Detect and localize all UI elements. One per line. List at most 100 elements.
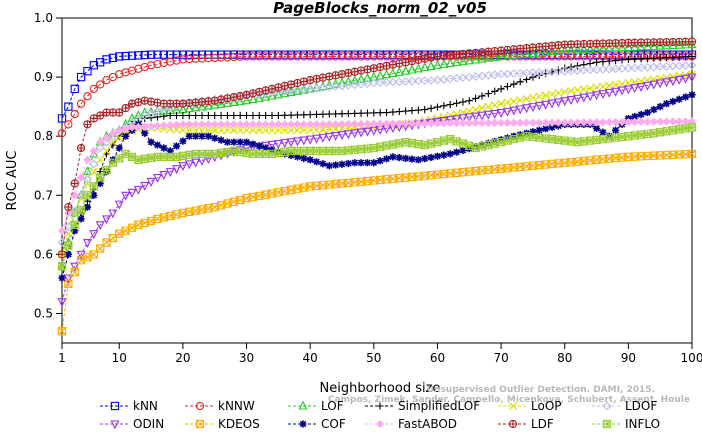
data-point (623, 85, 633, 95)
data-point (293, 78, 302, 88)
data-point (483, 70, 493, 80)
data-point (611, 133, 620, 142)
data-point (172, 56, 181, 65)
data-point (407, 119, 417, 128)
data-point (362, 72, 372, 82)
data-point (344, 119, 353, 129)
data-point (70, 267, 79, 277)
data-point (64, 202, 73, 212)
data-point (343, 80, 353, 90)
data-point (611, 87, 621, 97)
data-point (516, 96, 525, 105)
x-tick-label: 10 (112, 351, 127, 365)
data-point (484, 118, 493, 128)
data-point (579, 85, 588, 94)
data-point (77, 215, 85, 223)
data-point (356, 74, 366, 84)
series-odin (57, 73, 697, 308)
data-point (76, 173, 86, 182)
data-point (464, 72, 474, 82)
data-point (165, 168, 175, 178)
data-point (57, 114, 67, 123)
data-point (687, 60, 697, 70)
data-point (122, 132, 130, 140)
data-point (560, 118, 569, 127)
data-point (363, 79, 372, 88)
data-point (636, 130, 646, 139)
data-point (319, 160, 327, 168)
data-point (286, 52, 296, 61)
data-point (261, 52, 270, 61)
data-point (579, 65, 589, 75)
data-point (414, 156, 422, 164)
data-point (682, 53, 690, 61)
data-point (445, 74, 455, 84)
data-point (318, 120, 328, 129)
data-point (96, 58, 105, 67)
data-point (82, 166, 92, 176)
data-point (427, 104, 435, 112)
data-point (503, 118, 512, 128)
data-point (452, 57, 462, 67)
data-point (535, 92, 544, 101)
data-point (64, 250, 72, 258)
legend-item-odin: ODIN (100, 417, 164, 431)
data-point (674, 75, 684, 85)
data-point (541, 46, 551, 56)
data-point (611, 117, 620, 127)
legend-marker (376, 402, 384, 410)
legend-item-lof: LOF (288, 399, 344, 413)
data-point (478, 92, 486, 100)
data-point (592, 43, 602, 53)
data-point (554, 89, 563, 98)
data-point (197, 50, 207, 59)
x-tick-label: 50 (366, 351, 381, 365)
data-point (529, 128, 537, 136)
data-point (343, 76, 353, 86)
data-point (445, 58, 455, 68)
data-point (669, 97, 677, 106)
data-point (484, 140, 493, 150)
data-point (261, 120, 270, 129)
data-point (121, 125, 130, 134)
data-point (675, 53, 683, 61)
data-point (191, 102, 201, 112)
data-point (522, 48, 532, 58)
data-point (572, 44, 582, 54)
data-point (413, 76, 423, 86)
data-point (566, 44, 576, 54)
data-point (325, 52, 334, 61)
data-point (356, 79, 366, 89)
data-point (502, 50, 512, 60)
data-point (70, 220, 79, 229)
data-point (222, 97, 232, 107)
data-point (318, 83, 328, 93)
data-point (363, 159, 372, 167)
data-point (490, 109, 500, 119)
series-cof (58, 91, 696, 282)
data-point (115, 154, 124, 163)
legend-label: FastABOD (398, 417, 457, 431)
data-point (82, 238, 92, 248)
data-point (134, 51, 143, 60)
data-point (210, 99, 220, 109)
data-point (439, 118, 448, 128)
data-point (185, 50, 194, 59)
data-point (688, 91, 696, 99)
data-point (426, 119, 436, 128)
data-point (528, 103, 538, 113)
data-point (351, 159, 359, 167)
data-point (83, 120, 92, 129)
data-point (300, 111, 308, 119)
data-point (57, 327, 67, 336)
data-point (249, 140, 257, 148)
data-point (356, 128, 366, 138)
data-point (223, 138, 232, 146)
data-point (141, 129, 149, 137)
data-point (115, 127, 124, 136)
data-point (172, 120, 181, 129)
data-point (534, 101, 544, 111)
data-point (306, 120, 315, 129)
x-tick-label: 1 (58, 351, 66, 365)
